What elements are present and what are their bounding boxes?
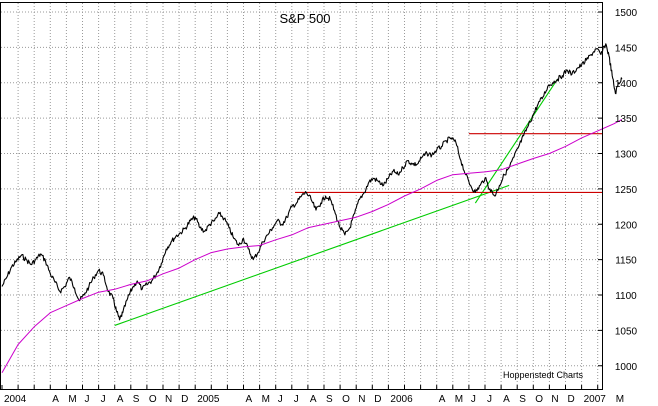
x-tick-label: 2006 (390, 394, 413, 405)
x-tick-label: J (278, 394, 283, 405)
y-tick-label: 1200 (615, 220, 638, 231)
x-tick-label: A (439, 394, 446, 405)
y-tick-label: 1000 (615, 362, 638, 373)
x-tick-label: J (471, 394, 476, 405)
x-tick-label: O (535, 394, 543, 405)
x-tick-label: M (616, 394, 624, 405)
x-tick-label: M (68, 394, 76, 405)
x-tick-label: A (246, 394, 253, 405)
x-tick-label: N (551, 394, 558, 405)
x-tick-label: M (455, 394, 463, 405)
x-tick-label: N (165, 394, 172, 405)
grid-layer (1, 3, 602, 389)
x-tick-label: O (149, 394, 157, 405)
x-tick-label: D (181, 394, 188, 405)
trendline (474, 78, 558, 204)
x-tick-label: 2005 (197, 394, 220, 405)
chart-title: S&P 500 (279, 11, 330, 26)
x-tick-label: D (374, 394, 381, 405)
x-tick-label: 2007 (584, 394, 607, 405)
series-line-moving-average (1, 119, 623, 374)
x-tick-label: 2004 (4, 394, 27, 405)
x-tick-label: O (342, 394, 350, 405)
axis-layer: 2004 A M J J A S O N D 2005 A M J J A S O N D 2006 A M J J A S O N D 2… (0, 2, 638, 405)
y-tick-label: 1500 (615, 8, 638, 19)
plot-frame (0, 2, 603, 390)
x-tick-label: A (503, 394, 510, 405)
x-tick-label: M (262, 394, 270, 405)
y-tick-label: 1150 (615, 256, 637, 267)
x-tick-label: D (568, 394, 575, 405)
series-line-price (1, 43, 623, 321)
y-tick-label: 1250 (615, 185, 638, 196)
chart-credit: Hoppenstedt Charts (503, 370, 584, 380)
y-tick-label: 1400 (615, 79, 638, 90)
x-tick-label: J (101, 394, 106, 405)
y-tick-label: 1450 (615, 43, 638, 54)
y-tick-label: 1050 (615, 326, 638, 337)
y-tick-label: 1300 (615, 150, 638, 161)
trendline (114, 184, 510, 326)
x-tick-label: S (519, 394, 526, 405)
x-tick-label: A (310, 394, 317, 405)
x-tick-label: N (358, 394, 365, 405)
x-tick-label: J (294, 394, 299, 405)
x-tick-label: J (487, 394, 492, 405)
y-tick-label: 1100 (615, 291, 637, 302)
x-tick-label: A (117, 394, 124, 405)
x-tick-label: J (85, 394, 90, 405)
x-tick-label: A (52, 394, 59, 405)
y-tick-label: 1350 (615, 114, 638, 125)
x-tick-label: S (326, 394, 333, 405)
annotation-layer (114, 78, 602, 326)
series-layer (1, 43, 623, 374)
x-tick-label: S (133, 394, 140, 405)
